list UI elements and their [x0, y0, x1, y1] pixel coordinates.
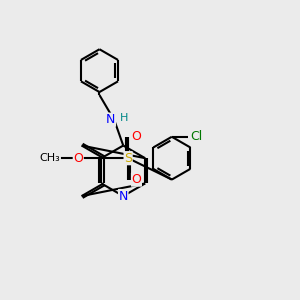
Text: O: O	[131, 173, 141, 186]
Text: O: O	[73, 152, 83, 165]
Text: S: S	[124, 152, 132, 165]
Text: N: N	[118, 190, 128, 202]
Text: H: H	[120, 113, 128, 123]
Text: O: O	[131, 130, 141, 143]
Text: N: N	[106, 113, 116, 126]
Text: CH₃: CH₃	[40, 153, 60, 163]
Text: Cl: Cl	[190, 130, 202, 143]
